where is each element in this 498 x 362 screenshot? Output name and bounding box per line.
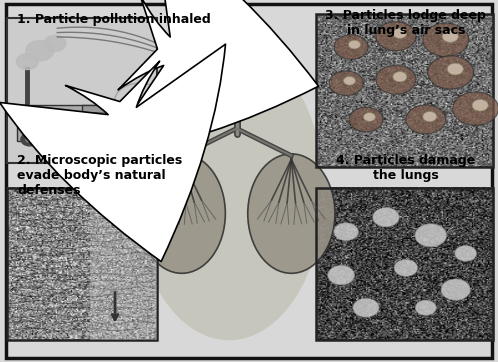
Circle shape — [428, 56, 474, 89]
Circle shape — [393, 72, 407, 82]
Circle shape — [16, 54, 38, 70]
Text: 2. Microscopic particles
evade body’s natural
defenses: 2. Microscopic particles evade body’s na… — [17, 154, 183, 197]
Circle shape — [423, 111, 437, 122]
FancyArrowPatch shape — [0, 44, 226, 262]
Bar — [85, 112, 105, 127]
Circle shape — [353, 298, 379, 317]
Circle shape — [328, 265, 355, 285]
Circle shape — [88, 136, 96, 142]
Bar — [7, 188, 157, 340]
Ellipse shape — [138, 154, 225, 273]
Circle shape — [415, 300, 436, 315]
Ellipse shape — [248, 154, 335, 273]
Circle shape — [373, 207, 399, 227]
Circle shape — [83, 133, 101, 146]
Text: 1. Particle pollution inhaled: 1. Particle pollution inhaled — [17, 13, 211, 26]
Circle shape — [364, 113, 375, 121]
Circle shape — [334, 35, 368, 59]
Circle shape — [329, 71, 363, 96]
Circle shape — [26, 41, 54, 61]
Circle shape — [455, 245, 477, 261]
Circle shape — [376, 65, 416, 94]
Circle shape — [58, 136, 66, 142]
Bar — [316, 188, 493, 340]
Circle shape — [406, 105, 446, 134]
Bar — [316, 14, 493, 167]
FancyArrowPatch shape — [103, 0, 319, 156]
Circle shape — [334, 223, 359, 241]
Circle shape — [217, 18, 271, 58]
Circle shape — [376, 22, 416, 51]
Circle shape — [349, 40, 361, 49]
Circle shape — [394, 260, 417, 276]
Text: 4. Particles damage
the lungs: 4. Particles damage the lungs — [336, 154, 476, 182]
Circle shape — [472, 100, 488, 111]
Bar — [82, 105, 110, 138]
Circle shape — [53, 133, 71, 146]
Circle shape — [423, 23, 469, 56]
Bar — [17, 105, 97, 141]
Circle shape — [21, 133, 39, 146]
Circle shape — [447, 63, 463, 75]
Circle shape — [393, 28, 407, 38]
Bar — [227, 43, 249, 67]
Bar — [7, 18, 157, 163]
Circle shape — [26, 136, 34, 142]
Circle shape — [44, 35, 66, 51]
Circle shape — [453, 92, 498, 125]
Circle shape — [349, 107, 383, 132]
Circle shape — [344, 76, 356, 85]
Bar — [90, 188, 157, 340]
Circle shape — [441, 279, 470, 300]
Circle shape — [415, 224, 447, 247]
Circle shape — [442, 31, 458, 42]
Text: 3. Particles lodge deep
in lung’s air sacs: 3. Particles lodge deep in lung’s air sa… — [325, 9, 487, 37]
Ellipse shape — [134, 43, 324, 340]
